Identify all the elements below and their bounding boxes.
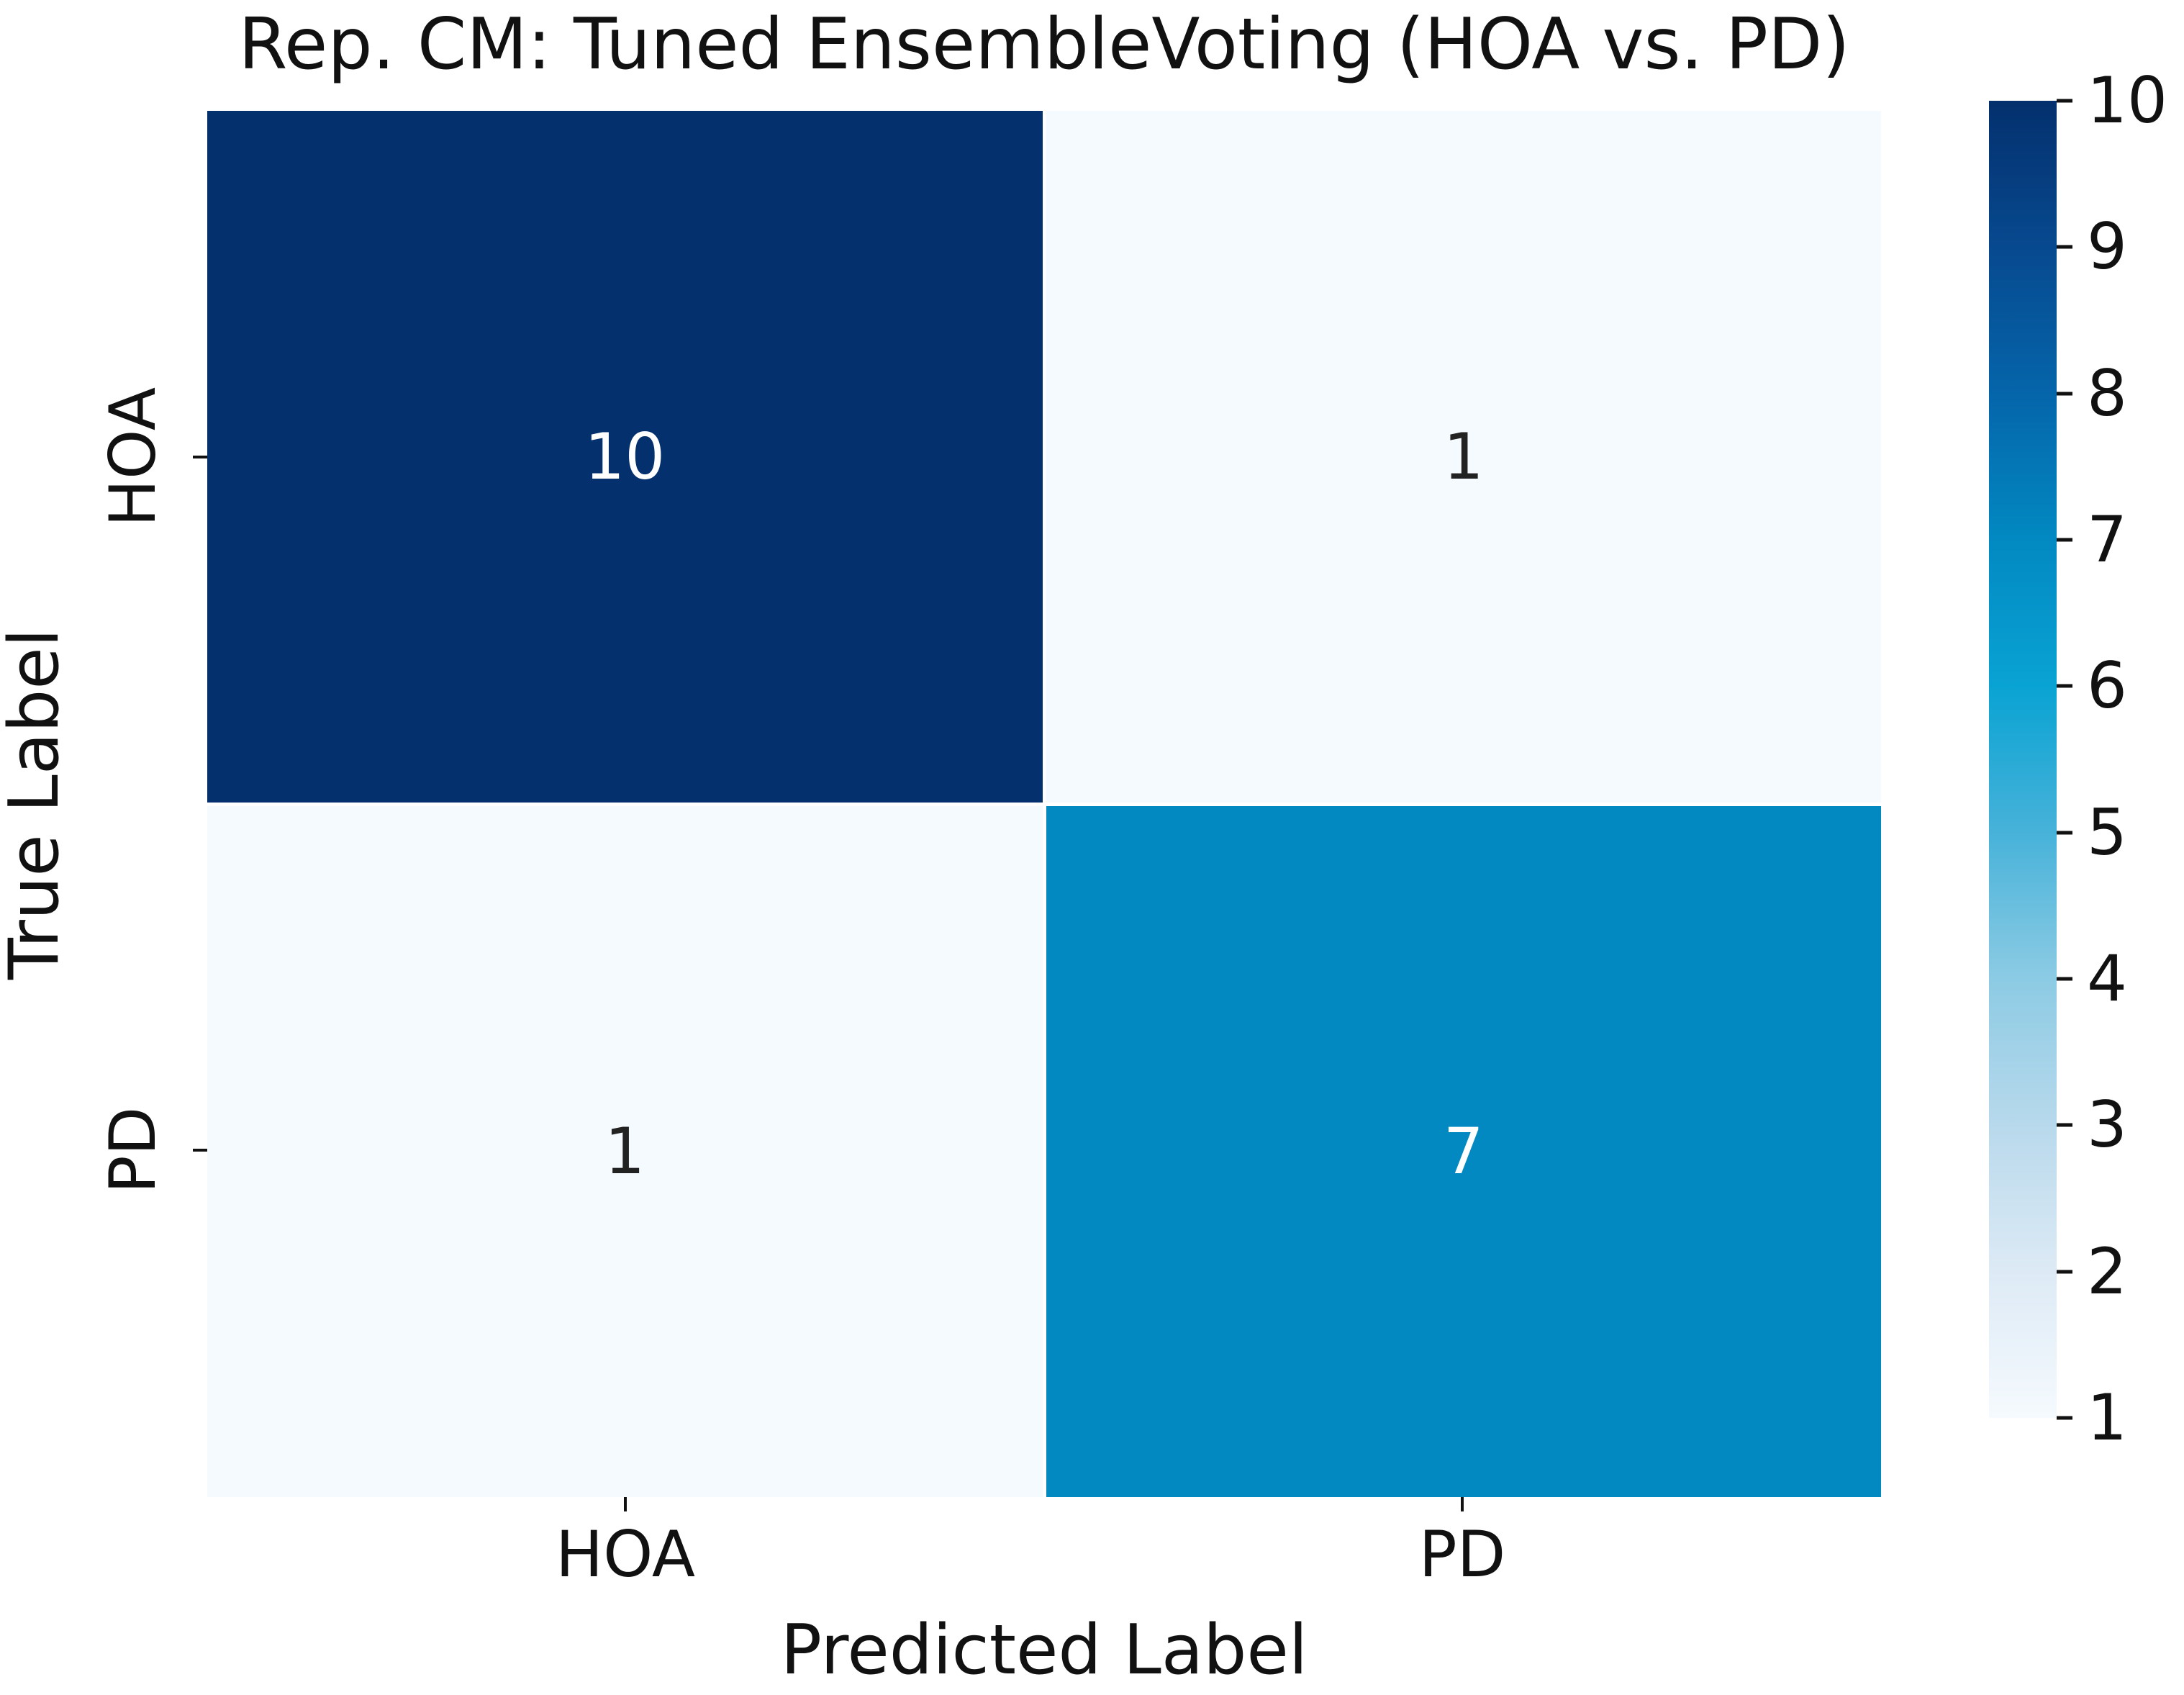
colorbar-tick-mark <box>2057 1123 2072 1127</box>
colorbar-tick-mark <box>2057 684 2072 688</box>
colorbar-tick-label: 8 <box>2087 356 2127 430</box>
heatmap-cell-true-hoa-pred-pd: 1 <box>1046 111 1881 803</box>
colorbar-gradient <box>1989 101 2057 1418</box>
y-tick-mark-pd <box>193 1149 207 1152</box>
colorbar-tick-label: 9 <box>2087 209 2127 284</box>
colorbar-tick-mark <box>2057 99 2072 103</box>
colorbar-tick-label: 5 <box>2087 795 2127 869</box>
colorbar-tick-mark <box>2057 831 2072 835</box>
heatmap-cell-true-pd-pred-pd: 7 <box>1046 805 1881 1497</box>
x-tick-mark-pd <box>1461 1497 1464 1511</box>
x-tick-label-hoa: HOA <box>555 1517 696 1591</box>
colorbar-tick-mark <box>2057 245 2072 249</box>
colorbar-tick-label: 2 <box>2087 1234 2127 1308</box>
colorbar-tick-label: 1 <box>2087 1380 2127 1455</box>
heatmap-cell-true-hoa-pred-hoa: 10 <box>207 111 1043 803</box>
colorbar-tick-label: 3 <box>2087 1088 2127 1162</box>
x-tick-label-pd: PD <box>1418 1517 1506 1591</box>
colorbar-tick-label: 6 <box>2087 648 2127 723</box>
heatmap-cell-true-pd-pred-hoa: 1 <box>207 805 1043 1497</box>
chart-title: Rep. CM: Tuned EnsembleVoting (HOA vs. P… <box>238 4 1850 86</box>
x-tick-mark-hoa <box>624 1497 627 1511</box>
colorbar-tick-mark <box>2057 1270 2072 1274</box>
y-axis-label: True Label <box>0 628 74 980</box>
colorbar-ticks: 10 9 8 7 6 5 4 3 2 1 <box>2057 69 2184 1450</box>
colorbar-tick-label: 4 <box>2087 941 2127 1016</box>
heatmap-plot-area: 10 1 1 7 <box>207 111 1881 1497</box>
x-axis-label: Predicted Label <box>780 1611 1308 1690</box>
colorbar-tick-label: 7 <box>2087 502 2127 577</box>
colorbar-tick-label: 10 <box>2087 63 2167 137</box>
colorbar-tick-mark <box>2057 392 2072 396</box>
y-tick-label-hoa: HOA <box>96 387 170 528</box>
y-tick-label-pd: PD <box>96 1106 170 1194</box>
colorbar-tick-mark <box>2057 1416 2072 1420</box>
colorbar-tick-mark <box>2057 538 2072 542</box>
y-tick-mark-hoa <box>193 456 207 458</box>
colorbar-tick-mark <box>2057 977 2072 981</box>
